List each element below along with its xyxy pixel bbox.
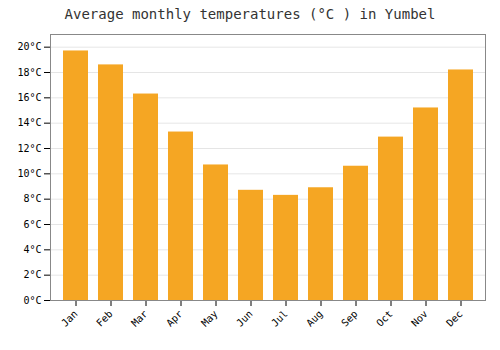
svg-text:Sep: Sep: [339, 308, 360, 329]
svg-text:0°C: 0°C: [23, 295, 41, 306]
svg-text:16°C: 16°C: [17, 92, 41, 103]
svg-text:Nov: Nov: [409, 308, 430, 329]
html-text:Average monthly temperatures (: Average monthly temperatures (°C ) in Yu…: [64, 6, 436, 22]
svg-text:Aug: Aug: [304, 308, 325, 329]
svg-text:Mar: Mar: [129, 308, 150, 329]
svg-text:2°C: 2°C: [23, 269, 41, 280]
svg-text:10°C: 10°C: [17, 168, 41, 179]
svg-text:Apr: Apr: [164, 308, 185, 329]
svg-text:18°C: 18°C: [17, 67, 41, 78]
svg-text:4°C: 4°C: [23, 244, 41, 255]
svg-text:May: May: [199, 308, 220, 329]
svg-text:Oct: Oct: [374, 308, 395, 329]
svg-text:8°C: 8°C: [23, 193, 41, 204]
svg-text:Dec: Dec: [444, 308, 465, 329]
svg-text:12°C: 12°C: [17, 143, 41, 154]
svg-text:14°C: 14°C: [17, 117, 41, 128]
svg-text:6°C: 6°C: [23, 219, 41, 230]
svg-text:Jan: Jan: [59, 308, 80, 329]
svg-text:Jul: Jul: [269, 308, 290, 329]
svg-text:Feb: Feb: [94, 308, 115, 329]
svg-text:Jun: Jun: [234, 308, 255, 329]
svg-text:20°C: 20°C: [17, 41, 41, 52]
